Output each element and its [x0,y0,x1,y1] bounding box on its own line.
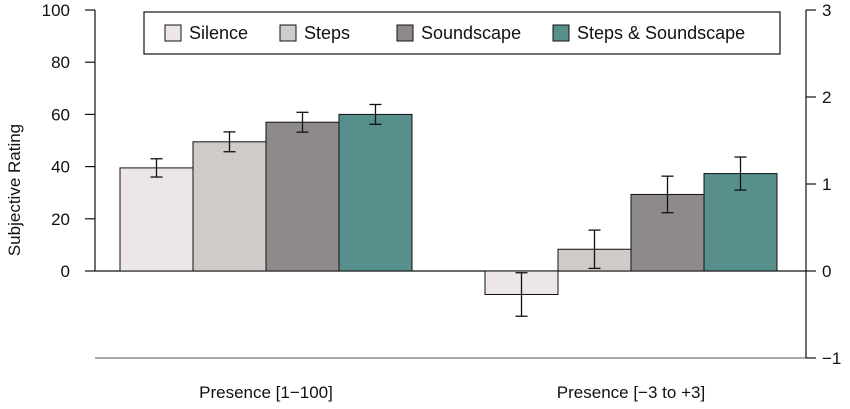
legend-label: Steps [304,23,350,43]
bar-silence [119,167,194,272]
legend-swatch [279,24,297,42]
right-axis: −1 0 1 2 3 [805,1,841,368]
error-bars-layer [150,103,747,317]
legend-label: Soundscape [421,23,521,43]
left-tick-label: 60 [51,105,70,124]
legend-box [143,11,781,55]
legend-label: Silence [189,23,248,43]
right-tick-label: 1 [822,175,831,194]
left-tick-label: 20 [51,210,70,229]
left-tick-label: 80 [51,53,70,72]
right-tick-label: 3 [822,1,831,20]
right-tick-label: −1 [822,349,841,368]
legend-label: Steps & Soundscape [577,23,745,43]
legend-swatch [164,24,182,42]
category-label: Presence [1−100] [199,383,333,402]
bar-steps-soundscape [338,113,413,272]
legend-swatch [552,24,570,42]
legend: Silence Steps Soundscape Steps & Soundscape [143,11,781,55]
bars-layer [119,113,778,295]
left-tick-label: 0 [61,262,70,281]
legend-swatch [396,24,414,42]
bar-steps [192,141,267,272]
right-tick-label: 0 [822,262,831,281]
y-axis-title: Subjective Rating [5,124,24,256]
category-label: Presence [−3 to +3] [557,383,705,402]
category-labels: Presence [1−100] Presence [−3 to +3] [199,383,705,402]
left-axis: 0 20 40 60 80 100 [42,1,96,281]
left-tick-label: 40 [51,158,70,177]
left-tick-label: 100 [42,1,70,20]
right-tick-label: 2 [822,88,831,107]
bar-soundscape [265,121,340,272]
chart-frame [95,270,806,359]
